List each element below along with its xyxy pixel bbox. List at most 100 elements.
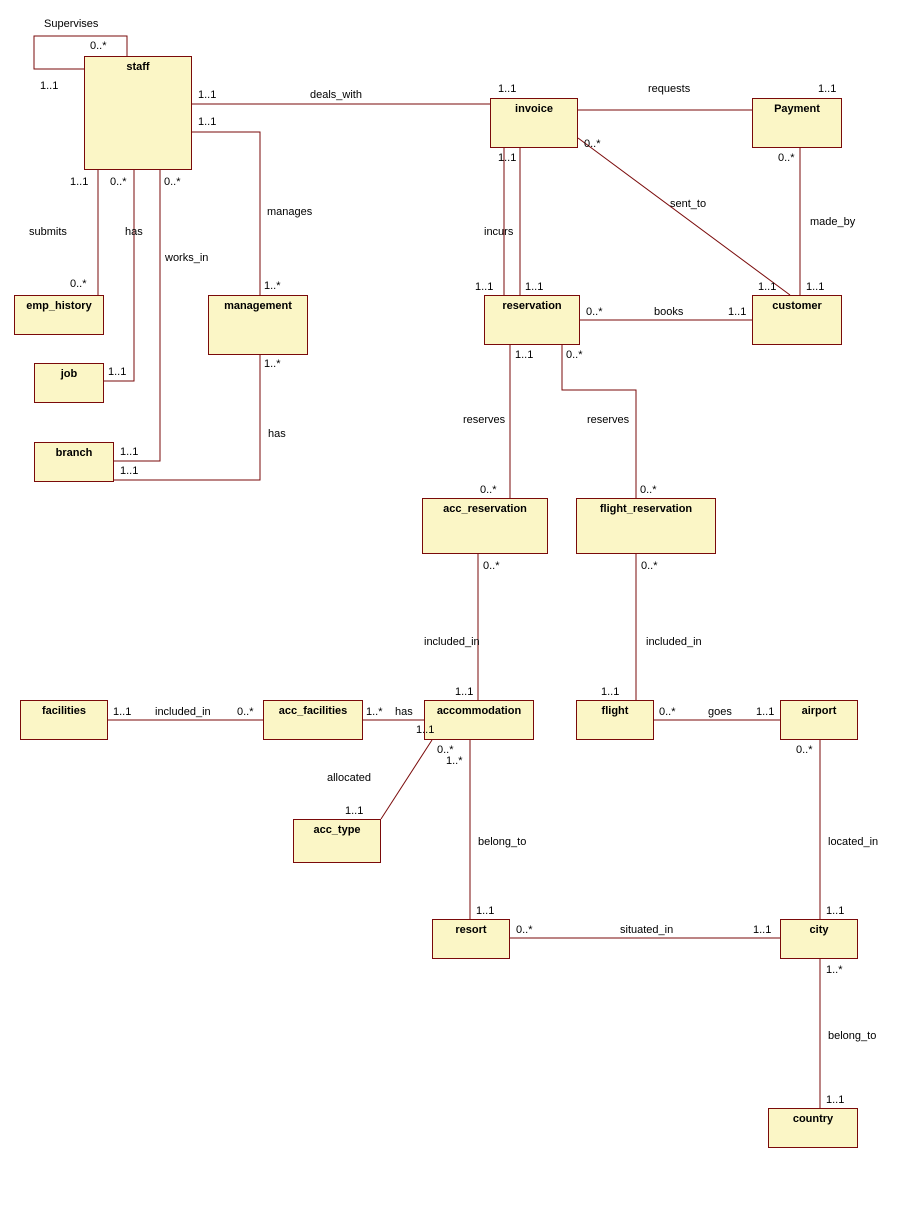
entity-job: job (34, 363, 104, 403)
label-m_sub_a: 1..1 (70, 176, 88, 188)
label-included1: included_in (424, 636, 480, 648)
label-m_has1a: 0..* (110, 176, 127, 188)
entity-label: management (224, 300, 292, 312)
label-m_mb_b: 1..1 (806, 281, 824, 293)
entity-label: facilities (42, 705, 86, 717)
label-m_si_b: 1..1 (753, 924, 771, 936)
label-m_sub_b: 0..* (70, 278, 87, 290)
label-m_has1b: 1..1 (108, 366, 126, 378)
label-reserves2: reserves (587, 414, 629, 426)
entity-label: branch (56, 447, 93, 459)
entity-label: job (61, 368, 78, 380)
entity-payment: Payment (752, 98, 842, 148)
label-m_b2a: 1..* (826, 964, 843, 976)
entity-label: staff (126, 61, 149, 73)
entity-acc_type: acc_type (293, 819, 381, 863)
label-situated: situated_in (620, 924, 673, 936)
label-incurs: incurs (484, 226, 513, 238)
label-allocated: allocated (327, 772, 371, 784)
label-m_h3a: 1..* (366, 706, 383, 718)
label-m_wi_a: 0..* (164, 176, 181, 188)
entity-label: airport (802, 705, 837, 717)
entity-resort: resort (432, 919, 510, 959)
label-m_st_b: 1..1 (758, 281, 776, 293)
label-belong1: belong_to (478, 836, 526, 848)
entity-staff: staff (84, 56, 192, 170)
label-m_rq_b: 1..1 (818, 83, 836, 95)
entity-city: city (780, 919, 858, 959)
label-m_i3b: 0..* (237, 706, 254, 718)
label-m_li_a: 0..* (796, 744, 813, 756)
entity-accommodation: accommodation (424, 700, 534, 740)
entity-flight: flight (576, 700, 654, 740)
label-m_rq_a: 1..1 (498, 83, 516, 95)
label-m_b1a: 1..* (446, 755, 463, 767)
label-m_b2b: 1..1 (826, 1094, 844, 1106)
label-m_i3a: 1..1 (113, 706, 131, 718)
label-m_in_a: 1..1 (498, 152, 516, 164)
entity-label: invoice (515, 103, 553, 115)
label-books: books (654, 306, 683, 318)
label-m_mg_a: 1..1 (198, 116, 216, 128)
label-m_bk_b: 1..1 (728, 306, 746, 318)
edge-has-staff-job (104, 170, 134, 381)
entity-reservation: reservation (484, 295, 580, 345)
entity-label: resort (455, 924, 486, 936)
label-has1: has (125, 226, 143, 238)
entity-management: management (208, 295, 308, 355)
label-m_h3b: 1..1 (416, 724, 434, 736)
edge-works-in (114, 170, 160, 461)
label-m_has2a: 1..* (264, 358, 281, 370)
label-m_i2b: 1..1 (601, 686, 619, 698)
label-m_mg_b: 1..* (264, 280, 281, 292)
edge-deals-with (192, 104, 504, 295)
entity-label: reservation (502, 300, 561, 312)
label-m_mb_a: 0..* (778, 152, 795, 164)
label-works_in: works_in (165, 252, 208, 264)
label-m_al_a: 1..1 (345, 805, 363, 817)
entity-airport: airport (780, 700, 858, 740)
label-m_li_b: 1..1 (826, 905, 844, 917)
label-m_rs2b: 0..* (640, 484, 657, 496)
label-m_st_a: 0..* (584, 138, 601, 150)
er-diagram-canvas: staff emp_historyjob branch management invoi… (0, 0, 902, 1207)
entity-label: flight_reservation (600, 503, 692, 515)
label-m_in_b: 1..1 (525, 281, 543, 293)
entity-label: acc_type (313, 824, 360, 836)
edge-allocated (381, 740, 432, 819)
entity-label: Payment (774, 103, 820, 115)
label-m_si_a: 0..* (516, 924, 533, 936)
label-requests: requests (648, 83, 690, 95)
label-m_i1a: 0..* (483, 560, 500, 572)
label-has2: has (268, 428, 286, 440)
label-goes: goes (708, 706, 732, 718)
label-made_by: made_by (810, 216, 855, 228)
label-m_dw_a: 1..1 (198, 89, 216, 101)
label-m_g_b: 1..1 (756, 706, 774, 718)
edge-manages (192, 132, 260, 295)
label-has3: has (395, 706, 413, 718)
label-m_dw_b: 1..1 (475, 281, 493, 293)
entity-label: flight (602, 705, 629, 717)
label-supervises: Supervises (44, 18, 98, 30)
entity-label: acc_facilities (279, 705, 348, 717)
entity-label: country (793, 1113, 833, 1125)
label-m_i1b: 1..1 (455, 686, 473, 698)
entity-acc_facilities: acc_facilities (263, 700, 363, 740)
label-m_wi_b: 1..1 (120, 446, 138, 458)
label-submits: submits (29, 226, 67, 238)
entity-label: accommodation (437, 705, 521, 717)
label-located_in: located_in (828, 836, 878, 848)
label-deals_with: deals_with (310, 89, 362, 101)
entity-customer: customer (752, 295, 842, 345)
label-m_sup_b: 1..1 (40, 80, 58, 92)
label-m_rs1a: 1..1 (515, 349, 533, 361)
edge-sent-to (578, 138, 790, 295)
entity-acc_reservation: acc_reservation (422, 498, 548, 554)
label-m_g_a: 0..* (659, 706, 676, 718)
label-included3: included_in (155, 706, 211, 718)
label-m_rs1b: 0..* (480, 484, 497, 496)
entity-emp_history: emp_history (14, 295, 104, 335)
label-belong2: belong_to (828, 1030, 876, 1042)
entity-branch: branch (34, 442, 114, 482)
